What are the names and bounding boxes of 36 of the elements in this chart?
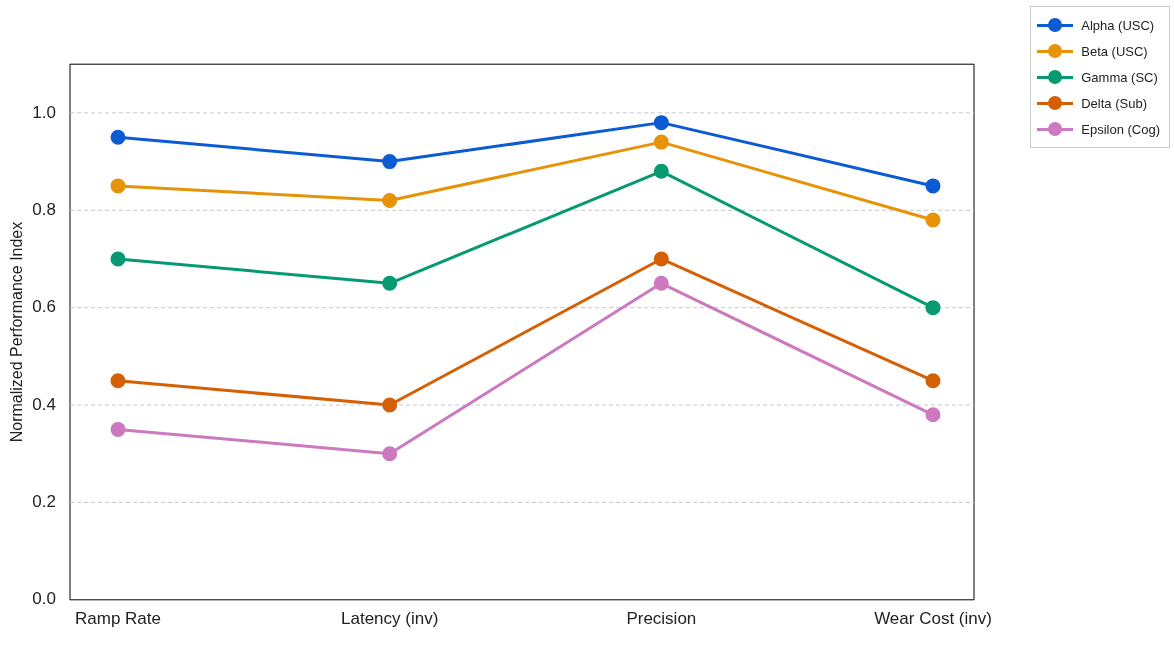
y-tick-label: 0.0 <box>32 589 56 609</box>
point <box>110 129 126 145</box>
point <box>653 115 669 131</box>
point <box>382 397 398 413</box>
legend-label: Alpha (USC) <box>1081 17 1155 33</box>
x-tick-label: Latency (inv) <box>341 608 439 628</box>
point <box>110 251 126 267</box>
y-axis-title: Normalized Performance Index <box>8 221 26 443</box>
point <box>653 134 669 150</box>
point <box>110 421 126 437</box>
x-tick-label: Ramp Rate <box>75 608 161 628</box>
point <box>382 446 398 462</box>
point <box>653 275 669 291</box>
y-tick-label: 0.8 <box>32 199 56 219</box>
point <box>653 163 669 179</box>
point <box>925 212 941 228</box>
y-tick-label: 0.4 <box>32 394 56 414</box>
point <box>110 178 126 194</box>
point <box>110 373 126 389</box>
legend-label: Epsilon (Cog) <box>1081 121 1160 137</box>
y-tick-label: 0.6 <box>32 297 56 317</box>
point <box>382 275 398 291</box>
x-tick-label: Precision <box>626 608 697 628</box>
point <box>925 178 941 194</box>
point <box>653 251 669 267</box>
x-tick-label: Wear Cost (inv) <box>874 608 992 628</box>
y-tick-label: 0.2 <box>32 492 56 512</box>
legend-label: Beta (USC) <box>1081 43 1148 59</box>
legend-label: Gamma (SC) <box>1081 69 1158 85</box>
legend-label: Delta (Sub) <box>1081 95 1147 111</box>
point <box>382 154 398 170</box>
point <box>925 407 941 423</box>
point <box>382 193 398 209</box>
point <box>925 373 941 389</box>
y-tick-label: 1.0 <box>32 102 56 122</box>
point <box>925 300 941 316</box>
